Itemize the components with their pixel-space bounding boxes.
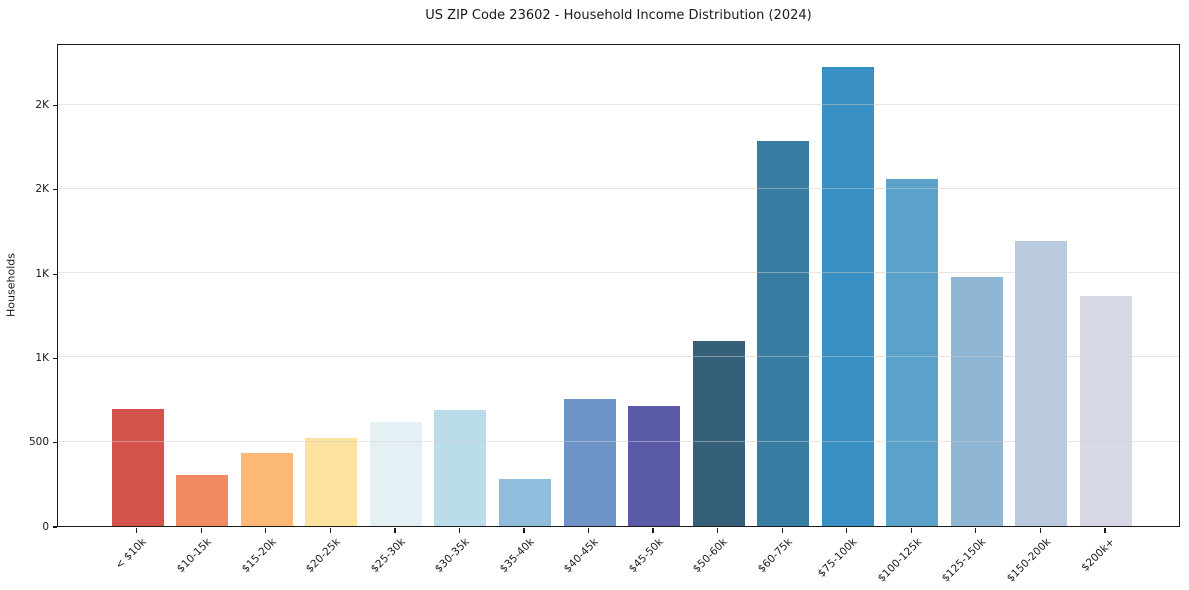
y-tick-mark (52, 442, 57, 444)
x-tick-label-text: $50-60k (690, 536, 731, 576)
bar-75-100k (821, 67, 874, 526)
x-tick-label-text: $125-150k (939, 536, 989, 585)
gridline (58, 440, 1179, 442)
bar-15-20k (240, 452, 293, 526)
x-tick-mark (910, 528, 912, 533)
bar-60-75k (757, 140, 810, 526)
gridline (58, 272, 1179, 274)
x-tick-label-text: $75-100k (815, 536, 860, 580)
x-tick-label-text: $150-200k (1004, 536, 1053, 585)
x-tick-label-text: $15-20k (239, 536, 279, 576)
x-tick-mark (587, 528, 590, 533)
bar-125-150k (950, 276, 1003, 526)
bar-50-60k (692, 340, 745, 526)
bar-20-25k (305, 438, 358, 526)
bar-200k (1079, 295, 1132, 526)
gridline (58, 356, 1179, 358)
y-tick-label: 2K (35, 99, 49, 111)
bar-150-200k (1015, 241, 1068, 526)
plot-area (57, 44, 1180, 527)
y-tick-mark (52, 104, 57, 107)
gridline (58, 187, 1179, 189)
y-tick-label: 2K (35, 183, 49, 196)
y-axis-label: Households (4, 253, 18, 317)
x-tick-mark (717, 528, 719, 533)
bar-10k (111, 408, 164, 526)
chart-title: US ZIP Code 23602 - Household Income Dis… (425, 8, 812, 23)
x-tick-label-text: < $10k (113, 536, 150, 572)
x-tick-label-text: $10-15k (174, 536, 214, 576)
y-tick-mark (52, 357, 57, 360)
x-tick-mark (1104, 528, 1106, 533)
bar-10-15k (176, 475, 229, 526)
x-tick-mark (652, 528, 654, 533)
gridline (58, 103, 1179, 105)
bar-30-35k (434, 409, 487, 526)
x-tick-mark (458, 528, 461, 533)
x-tick-label-text: $200k+ (1079, 536, 1118, 574)
x-tick-label-text: $25-30k (368, 536, 408, 576)
x-tick-label-text: $35-40k (497, 536, 537, 576)
x-tick-mark (200, 528, 202, 533)
x-tick-label-text: $20-25k (303, 536, 343, 576)
x-tick-mark (523, 528, 525, 533)
bar-100-125k (886, 178, 939, 526)
x-tick-mark (136, 528, 138, 533)
x-tick-label-text: $30-35k (432, 536, 472, 576)
x-tick-mark (1039, 528, 1041, 533)
x-tick-mark (975, 528, 977, 533)
x-tick-label-text: $100-125k (875, 536, 924, 585)
x-tick-mark (846, 528, 848, 533)
y-tick-label: 500 (28, 436, 49, 449)
y-tick-mark (52, 273, 57, 275)
x-tick-mark (265, 528, 267, 533)
bar-35-40k (499, 478, 551, 526)
y-tick-label: 0 (42, 520, 49, 533)
x-tick-mark (781, 528, 783, 533)
bar-40-45k (563, 398, 616, 526)
y-tick-label: 1K (35, 351, 49, 364)
y-tick-label: 1K (35, 267, 49, 280)
x-tick-label-text: $40-45k (561, 536, 601, 576)
y-tick-mark (52, 189, 57, 191)
bar-45-50k (628, 406, 681, 526)
x-tick-label-text: $45-50k (626, 536, 666, 576)
x-tick-mark (394, 528, 396, 533)
x-tick-label-text: $60-75k (755, 536, 795, 576)
y-tick-mark (52, 526, 57, 528)
x-tick-mark (329, 528, 331, 533)
bar-25-30k (369, 422, 422, 526)
